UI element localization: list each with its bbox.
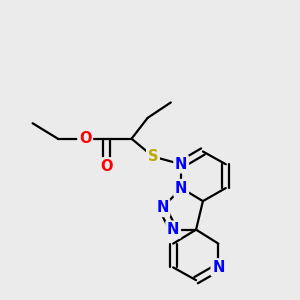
Text: O: O [79, 131, 92, 146]
Text: N: N [156, 200, 169, 215]
Text: N: N [175, 181, 188, 196]
Text: N: N [212, 260, 224, 275]
Text: S: S [148, 149, 158, 164]
Text: N: N [175, 157, 188, 172]
Text: O: O [101, 159, 113, 174]
Text: N: N [167, 222, 179, 237]
